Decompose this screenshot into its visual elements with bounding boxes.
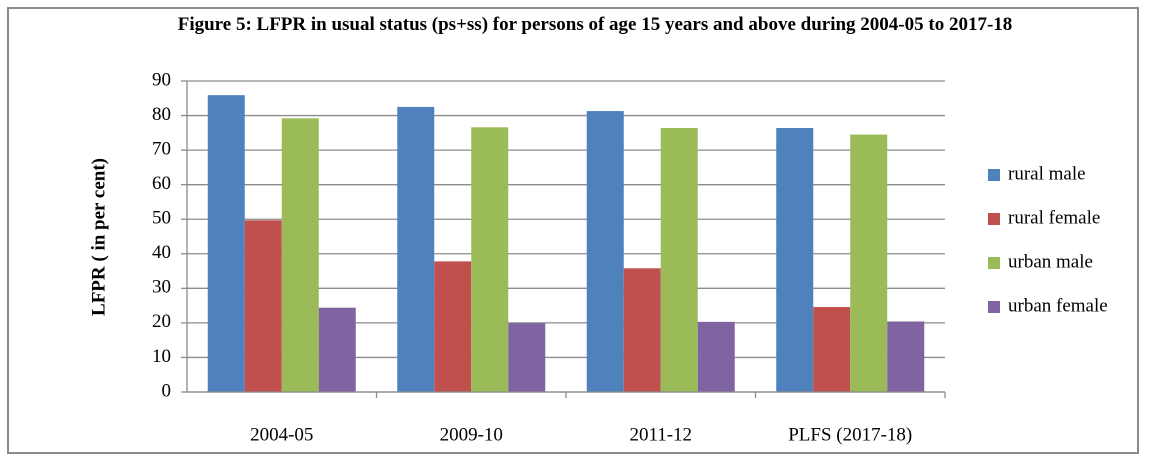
y-tick-label: 0 bbox=[162, 380, 172, 401]
bar bbox=[281, 118, 319, 392]
legend-label: urban female bbox=[1008, 295, 1108, 316]
y-tick-label: 80 bbox=[152, 104, 171, 125]
y-tick-label: 40 bbox=[152, 242, 171, 263]
bar bbox=[318, 307, 356, 392]
y-tick-label: 90 bbox=[152, 69, 171, 90]
bar bbox=[508, 323, 546, 392]
bar bbox=[586, 111, 624, 393]
bar bbox=[434, 261, 472, 392]
bar bbox=[207, 95, 245, 392]
legend-swatch bbox=[988, 169, 1000, 181]
y-tick-label: 70 bbox=[152, 138, 171, 159]
chart-title: Figure 5: LFPR in usual status (ps+ss) f… bbox=[177, 14, 1013, 35]
bar bbox=[887, 321, 925, 392]
y-tick-label: 20 bbox=[152, 311, 171, 332]
bar bbox=[471, 127, 509, 392]
y-tick-label: 10 bbox=[152, 346, 171, 367]
legend-label: urban male bbox=[1008, 251, 1093, 272]
legend-label: rural female bbox=[1008, 207, 1100, 228]
bar bbox=[813, 306, 851, 392]
legend-swatch bbox=[988, 213, 1000, 225]
y-tick-label: 30 bbox=[152, 277, 171, 298]
legend-swatch bbox=[988, 301, 1000, 313]
bar bbox=[660, 127, 698, 393]
bar bbox=[244, 220, 282, 392]
y-axis-label: LFPR ( in per cent) bbox=[88, 158, 109, 316]
chart-frame bbox=[7, 7, 1139, 454]
legend-swatch bbox=[988, 257, 1000, 269]
bar bbox=[850, 134, 888, 393]
y-tick-label: 50 bbox=[152, 208, 171, 229]
bar bbox=[397, 106, 435, 393]
x-tick-label: 2009-10 bbox=[440, 424, 503, 445]
x-tick-label: 2004-05 bbox=[250, 424, 313, 445]
x-tick-label: 2011-12 bbox=[629, 424, 692, 445]
bar bbox=[623, 268, 661, 392]
x-tick-label: PLFS (2017-18) bbox=[788, 424, 912, 445]
bar bbox=[776, 127, 814, 393]
bar bbox=[697, 321, 735, 392]
legend-label: rural male bbox=[1008, 163, 1086, 184]
y-tick-label: 60 bbox=[152, 173, 171, 194]
